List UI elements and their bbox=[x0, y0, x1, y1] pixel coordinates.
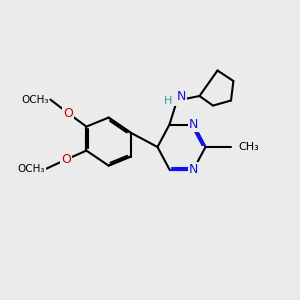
Text: N: N bbox=[189, 118, 198, 131]
Text: H: H bbox=[164, 95, 172, 108]
Text: O: O bbox=[64, 107, 73, 120]
Text: O: O bbox=[64, 107, 73, 120]
Text: O: O bbox=[61, 153, 71, 166]
Text: N: N bbox=[189, 163, 198, 176]
Text: H: H bbox=[164, 96, 172, 106]
Text: N: N bbox=[189, 118, 198, 131]
Text: N: N bbox=[175, 92, 184, 105]
Text: N: N bbox=[177, 90, 186, 103]
Text: CH₃: CH₃ bbox=[238, 142, 259, 152]
Text: N: N bbox=[189, 163, 198, 176]
Text: O: O bbox=[61, 153, 71, 166]
Text: OCH₃: OCH₃ bbox=[21, 94, 49, 105]
Text: OCH₃: OCH₃ bbox=[17, 164, 45, 174]
